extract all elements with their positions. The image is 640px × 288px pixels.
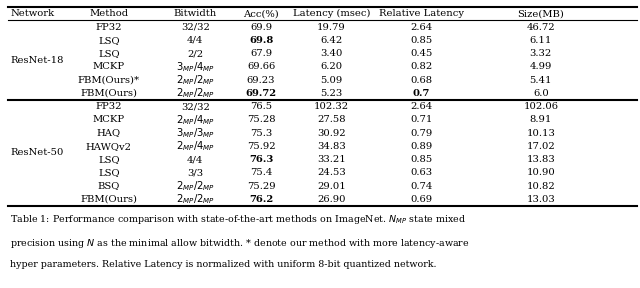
Text: 32/32: 32/32 [180, 22, 210, 32]
Text: 2.64: 2.64 [410, 102, 432, 111]
Text: 8.91: 8.91 [530, 115, 552, 124]
Text: Table 1: Performance comparison with state-of-the-art methods on ImageNet. $N_{M: Table 1: Performance comparison with sta… [10, 213, 467, 226]
Text: 0.85: 0.85 [410, 155, 432, 164]
Text: 67.9: 67.9 [250, 49, 272, 58]
Text: HAWQv2: HAWQv2 [86, 142, 132, 151]
Text: $2_{MP}/2_{MP}$: $2_{MP}/2_{MP}$ [175, 73, 215, 87]
Text: 0.71: 0.71 [410, 115, 432, 124]
Text: 75.3: 75.3 [250, 128, 272, 138]
Text: Method: Method [89, 9, 129, 18]
Text: 17.02: 17.02 [527, 142, 555, 151]
Text: Size(MB): Size(MB) [517, 9, 564, 18]
Text: 0.74: 0.74 [410, 181, 432, 191]
Text: ResNet-18: ResNet-18 [10, 56, 64, 65]
Text: 6.42: 6.42 [321, 36, 342, 45]
Text: 2.64: 2.64 [410, 22, 432, 32]
Text: HAQ: HAQ [97, 128, 121, 138]
Text: LSQ: LSQ [98, 155, 120, 164]
Text: 0.63: 0.63 [410, 168, 432, 177]
Text: 10.13: 10.13 [526, 128, 556, 138]
Text: 76.5: 76.5 [250, 102, 272, 111]
Text: 76.2: 76.2 [249, 195, 273, 204]
Text: 26.90: 26.90 [317, 195, 346, 204]
Text: FP32: FP32 [95, 22, 122, 32]
Text: Latency (msec): Latency (msec) [292, 9, 371, 18]
Text: MCKP: MCKP [93, 62, 125, 71]
Text: Bitwidth: Bitwidth [173, 9, 217, 18]
Text: 102.32: 102.32 [314, 102, 349, 111]
Text: 5.41: 5.41 [529, 75, 552, 85]
Text: 13.83: 13.83 [527, 155, 555, 164]
Text: 75.4: 75.4 [250, 168, 272, 177]
Text: 69.72: 69.72 [246, 89, 276, 98]
Text: 33.21: 33.21 [317, 155, 346, 164]
Text: 6.11: 6.11 [530, 36, 552, 45]
Text: 19.79: 19.79 [317, 22, 346, 32]
Text: 3.40: 3.40 [321, 49, 342, 58]
Text: 0.7: 0.7 [412, 89, 430, 98]
Text: 24.53: 24.53 [317, 168, 346, 177]
Text: 30.92: 30.92 [317, 128, 346, 138]
Text: Acc(%): Acc(%) [243, 9, 279, 18]
Text: 4/4: 4/4 [187, 155, 204, 164]
Text: 69.23: 69.23 [247, 75, 275, 85]
Text: LSQ: LSQ [98, 36, 120, 45]
Text: ResNet-50: ResNet-50 [10, 148, 63, 158]
Text: 0.85: 0.85 [410, 36, 432, 45]
Text: 3/3: 3/3 [187, 168, 204, 177]
Text: 0.89: 0.89 [410, 142, 432, 151]
Text: 3.32: 3.32 [530, 49, 552, 58]
Text: MCKP: MCKP [93, 115, 125, 124]
Text: LSQ: LSQ [98, 168, 120, 177]
Text: 69.66: 69.66 [247, 62, 275, 71]
Text: $2_{MP}/4_{MP}$: $2_{MP}/4_{MP}$ [175, 139, 215, 153]
Text: 0.68: 0.68 [410, 75, 432, 85]
Text: FBM(Ours): FBM(Ours) [80, 89, 138, 98]
Text: 5.23: 5.23 [321, 89, 342, 98]
Text: $2_{MP}/2_{MP}$: $2_{MP}/2_{MP}$ [175, 179, 215, 193]
Text: 0.79: 0.79 [410, 128, 432, 138]
Text: 10.82: 10.82 [527, 181, 555, 191]
Text: 6.20: 6.20 [321, 62, 342, 71]
Text: $2_{MP}/4_{MP}$: $2_{MP}/4_{MP}$ [175, 113, 215, 127]
Text: 10.90: 10.90 [527, 168, 555, 177]
Text: FBM(Ours): FBM(Ours) [80, 195, 138, 204]
Text: 75.92: 75.92 [247, 142, 275, 151]
Text: hyper parameters. Relative Latency is normalized with uniform 8-bit quantized ne: hyper parameters. Relative Latency is no… [10, 260, 436, 269]
Text: 69.9: 69.9 [250, 22, 272, 32]
Text: 13.03: 13.03 [527, 195, 555, 204]
Text: BSQ: BSQ [98, 181, 120, 191]
Text: 0.45: 0.45 [410, 49, 432, 58]
Text: 6.0: 6.0 [533, 89, 548, 98]
Text: 75.28: 75.28 [247, 115, 275, 124]
Text: 76.3: 76.3 [249, 155, 273, 164]
Text: 4.99: 4.99 [530, 62, 552, 71]
Text: 69.8: 69.8 [249, 36, 273, 45]
Text: precision using $N$ as the minimal allow bitwidth. * denote our method with more: precision using $N$ as the minimal allow… [10, 237, 470, 250]
Text: 102.06: 102.06 [524, 102, 558, 111]
Text: FP32: FP32 [95, 102, 122, 111]
Text: 75.29: 75.29 [247, 181, 275, 191]
Text: $3_{MP}/4_{MP}$: $3_{MP}/4_{MP}$ [175, 60, 215, 74]
Text: 5.09: 5.09 [321, 75, 342, 85]
Text: $3_{MP}/3_{MP}$: $3_{MP}/3_{MP}$ [175, 126, 215, 140]
Text: 46.72: 46.72 [527, 22, 555, 32]
Text: $2_{MP}/2_{MP}$: $2_{MP}/2_{MP}$ [175, 192, 215, 206]
Text: $2_{MP}/2_{MP}$: $2_{MP}/2_{MP}$ [175, 86, 215, 100]
Text: FBM(Ours)*: FBM(Ours)* [77, 75, 140, 85]
Text: 27.58: 27.58 [317, 115, 346, 124]
Text: 32/32: 32/32 [180, 102, 210, 111]
Text: 2/2: 2/2 [187, 49, 204, 58]
Text: 34.83: 34.83 [317, 142, 346, 151]
Text: Network: Network [11, 9, 55, 18]
Text: LSQ: LSQ [98, 49, 120, 58]
Text: 29.01: 29.01 [317, 181, 346, 191]
Text: 4/4: 4/4 [187, 36, 204, 45]
Text: 0.69: 0.69 [410, 195, 432, 204]
Text: Relative Latency: Relative Latency [379, 9, 463, 18]
Text: 0.82: 0.82 [410, 62, 432, 71]
